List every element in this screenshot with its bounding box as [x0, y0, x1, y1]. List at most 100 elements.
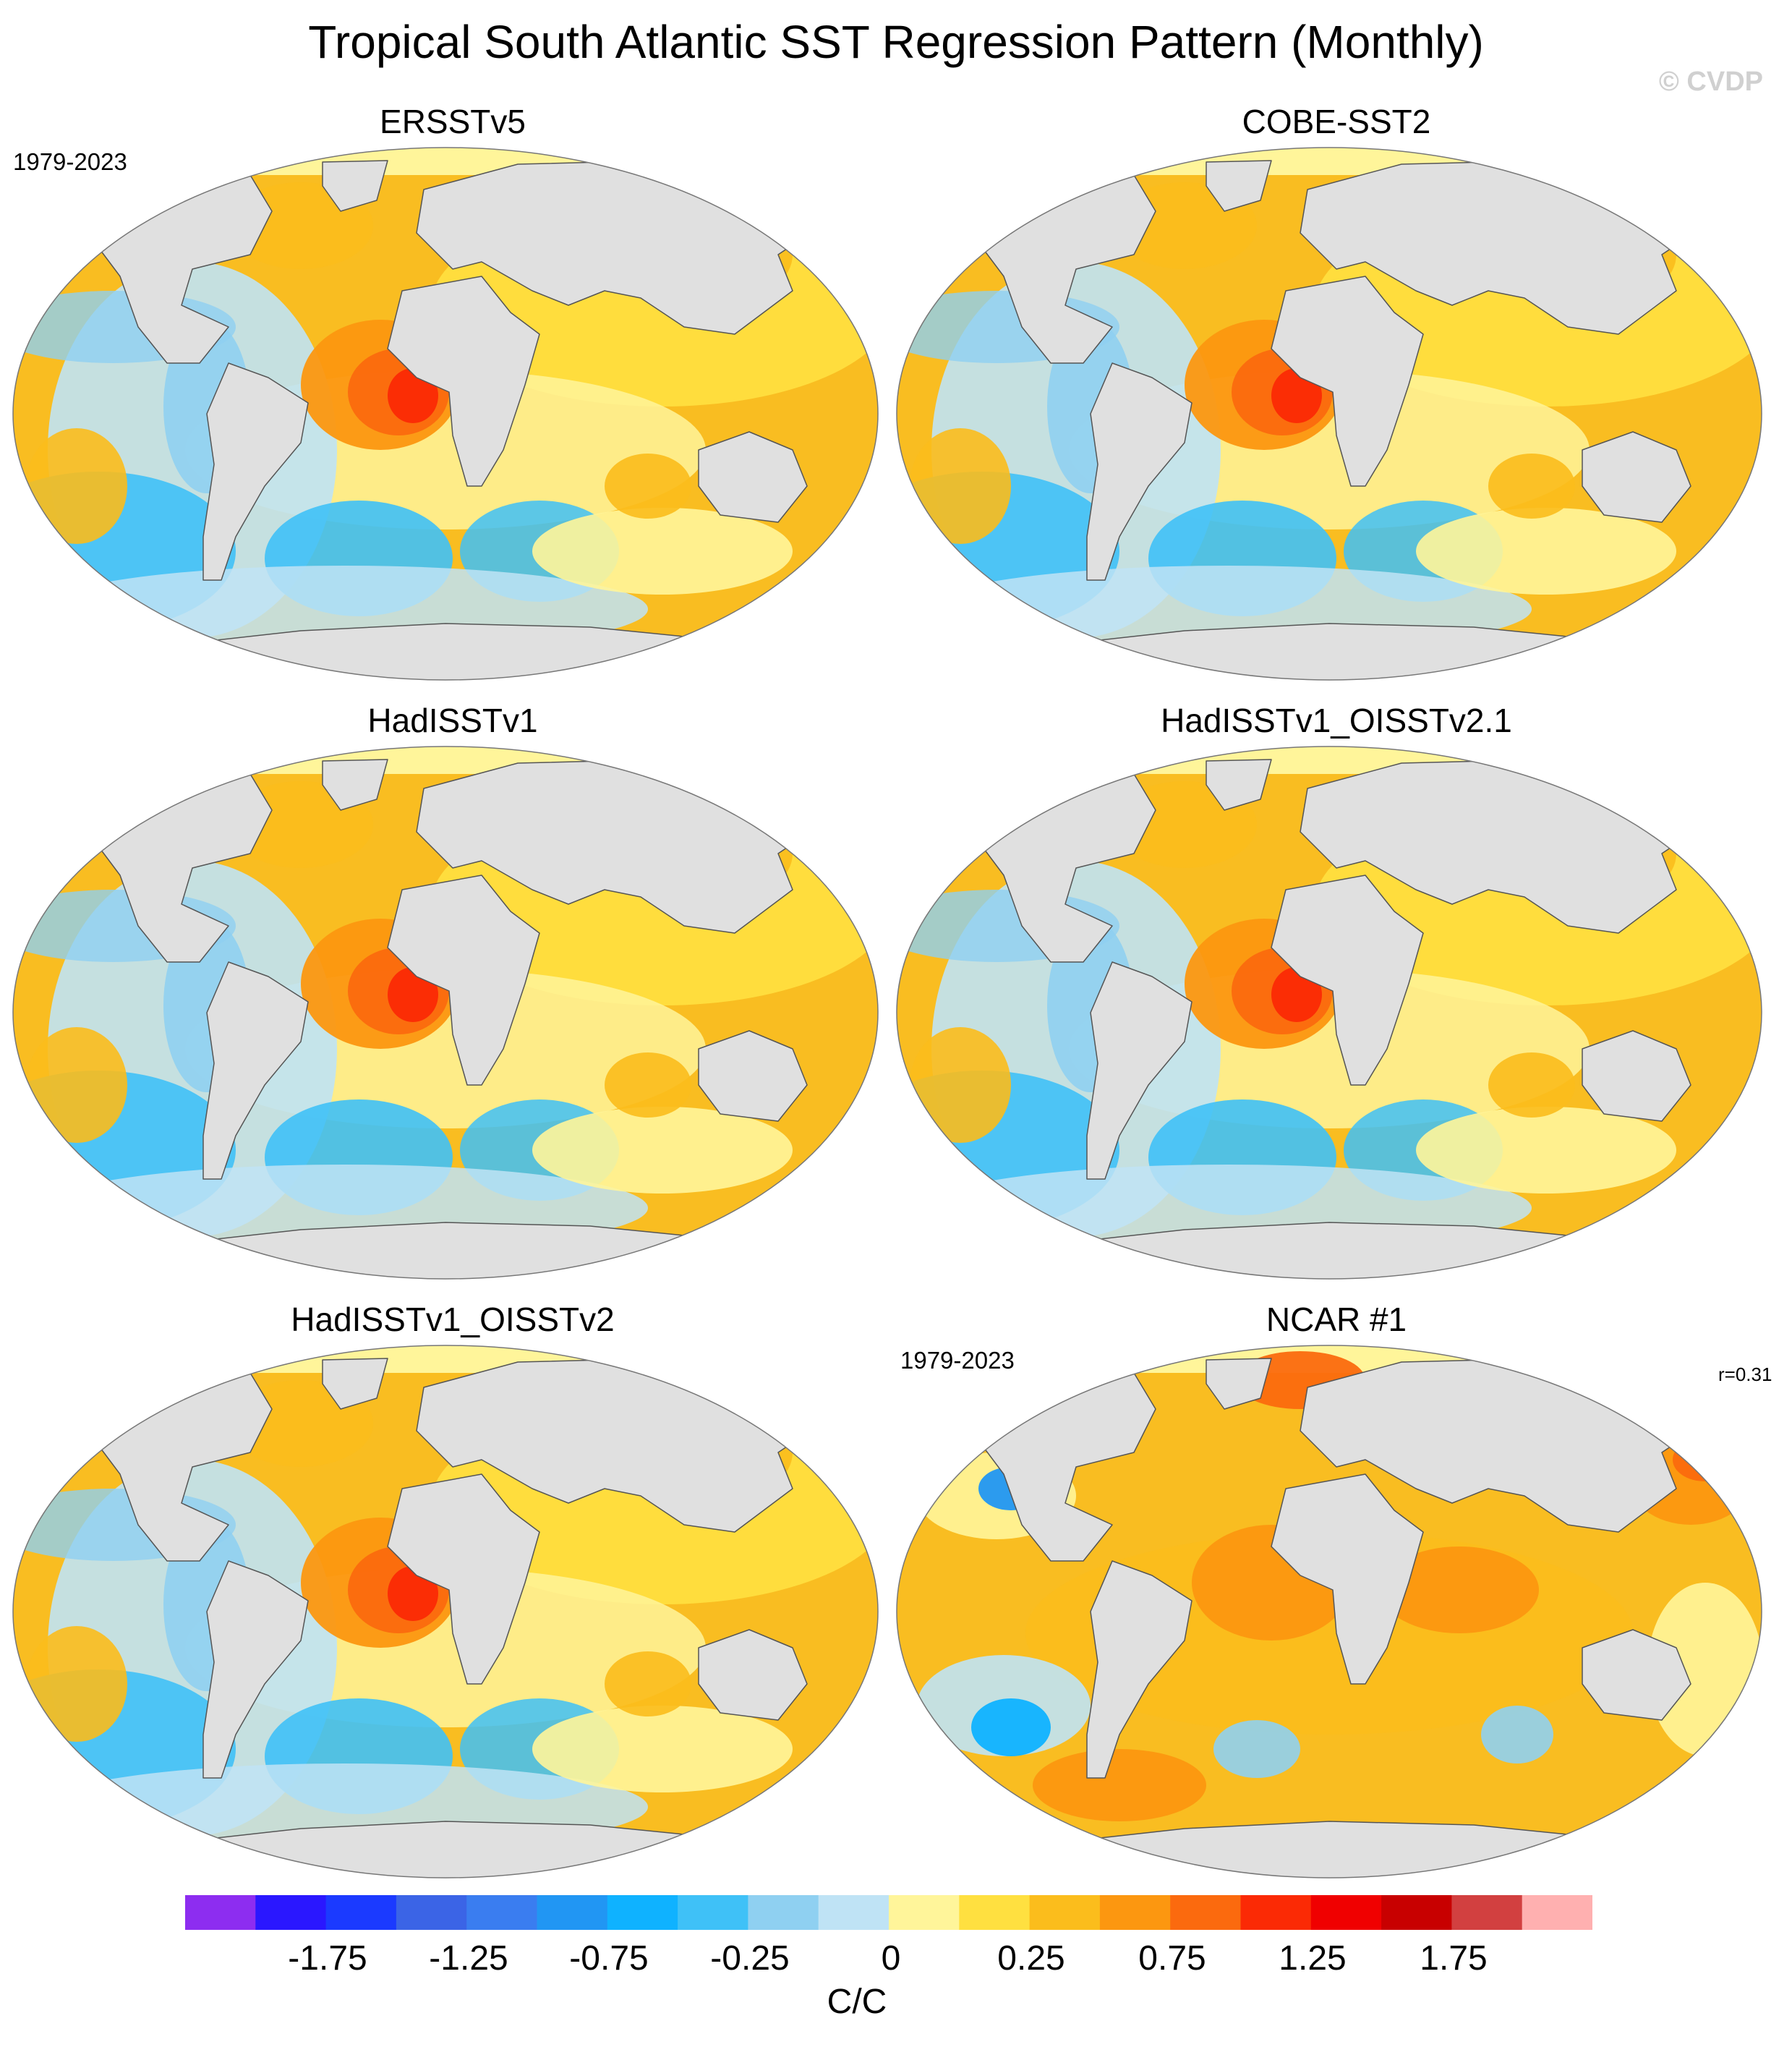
regression-anomaly: [1481, 1706, 1553, 1763]
panel-title: COBE-SST2: [1242, 103, 1431, 140]
map-border: [12, 1345, 879, 1879]
regression-anomaly: [605, 1052, 691, 1118]
regression-anomaly: [1698, 1400, 1756, 1432]
land-greenland: [1206, 759, 1272, 811]
arctic-band: [13, 746, 878, 774]
colorbar-swatch: [1099, 1895, 1171, 1930]
colorbar-swatch: [1381, 1895, 1452, 1930]
regression-anomaly: [26, 1626, 127, 1742]
land-australia: [698, 1030, 808, 1122]
land-south-america: [202, 961, 309, 1180]
regression-anomaly: [1416, 508, 1676, 595]
colorbar-tick-label: 0: [881, 1939, 901, 1978]
map-border: [12, 147, 879, 681]
land-africa: [387, 1473, 540, 1685]
land-africa: [1271, 1473, 1424, 1685]
regression-anomaly: [1380, 1546, 1539, 1633]
colorbar-swatch: [1310, 1895, 1382, 1930]
panel-title: HadISSTv1: [367, 702, 538, 739]
regression-anomaly: [26, 1027, 127, 1143]
colorbar-swatch: [959, 1895, 1031, 1930]
land-africa: [1271, 875, 1424, 1086]
land-greenland: [322, 1358, 388, 1410]
period-label-ncar-1: 1979-2023: [900, 1347, 1015, 1374]
regression-anomaly: [532, 1706, 793, 1792]
panel-title: NCAR #1: [1266, 1301, 1407, 1338]
arctic-band: [13, 1345, 878, 1373]
land-australia: [698, 1629, 808, 1721]
land-australia: [1582, 1629, 1691, 1721]
colorbar-swatch: [396, 1895, 467, 1930]
colorbar-tick-label: -0.25: [710, 1939, 790, 1978]
figure-title: Tropical South Atlantic SST Regression P…: [308, 16, 1484, 68]
colorbar-swatch: [1170, 1895, 1242, 1930]
panel-title: HadISSTv1_OISSTv2: [291, 1301, 615, 1338]
regression-anomaly: [1488, 1052, 1575, 1118]
map-panel-cobe-sst2: COBE-SST2: [895, 101, 1778, 687]
colorbar-tick-label: 1.25: [1279, 1939, 1347, 1978]
land-south-america: [202, 362, 309, 581]
colorbar-swatch: [185, 1895, 256, 1930]
regression-anomaly: [26, 428, 127, 544]
land-australia: [698, 431, 808, 523]
pattern-correlation-label: r=0.31: [1718, 1363, 1772, 1385]
regression-anomaly: [532, 508, 793, 595]
regression-anomaly: [910, 1027, 1011, 1143]
land-greenland: [322, 759, 388, 811]
panel-title: HadISSTv1_OISSTv2.1: [1161, 702, 1512, 739]
colorbar: [185, 1895, 1592, 1930]
colorbar-swatch: [748, 1895, 819, 1930]
land-south-america: [1086, 1560, 1192, 1779]
regression-anomaly: [532, 1107, 793, 1194]
arctic-band: [897, 148, 1762, 175]
world-map: [896, 1345, 1762, 1879]
colorbar-tick-label: -0.75: [569, 1939, 649, 1978]
colorbar-tick-label: 1.75: [1420, 1939, 1488, 1978]
land-africa: [387, 875, 540, 1086]
regression-anomaly: [1213, 1720, 1300, 1778]
colorbar-units: C/C: [827, 1983, 887, 2021]
colorbar-swatch: [1451, 1895, 1523, 1930]
map-border: [896, 1345, 1762, 1879]
regression-anomaly: [1488, 454, 1575, 519]
colorbar-tick-label: 0.75: [1138, 1939, 1206, 1978]
map-panel-hadisstv1: HadISSTv1: [12, 700, 894, 1286]
regression-anomaly: [1673, 1438, 1738, 1481]
panel-title: ERSSTv5: [380, 103, 526, 140]
map-panel-ersstv5: ERSSTv5: [12, 101, 894, 687]
map-panel-ncar-1: NCAR #1: [895, 1299, 1778, 1885]
land-australia: [1582, 1030, 1691, 1122]
regression-anomaly: [1033, 1749, 1206, 1821]
map-border: [896, 746, 1762, 1280]
period-label-ersstv5: 1979-2023: [13, 148, 127, 175]
colorbar-swatch: [537, 1895, 608, 1930]
regression-anomaly: [605, 454, 691, 519]
colorbar-swatch: [889, 1895, 960, 1930]
world-map: [896, 746, 1762, 1280]
land-greenland: [322, 160, 388, 212]
colorbar-swatch: [325, 1895, 397, 1930]
colorbar-swatch: [1522, 1895, 1592, 1930]
land-south-america: [1086, 961, 1192, 1180]
cvdp-watermark: © CVDP: [1658, 67, 1763, 97]
land-africa: [1271, 276, 1424, 487]
land-south-america: [202, 1560, 309, 1779]
regression-anomaly: [971, 1698, 1051, 1756]
map-panel-hadisstv1-oisstv2-1: HadISSTv1_OISSTv2.1: [895, 700, 1778, 1286]
arctic-band: [13, 148, 878, 175]
world-map: [12, 147, 879, 681]
land-australia: [1582, 431, 1691, 523]
world-map: [12, 746, 879, 1280]
map-border: [12, 746, 879, 1280]
colorbar-swatch: [678, 1895, 748, 1930]
colorbar-swatch: [466, 1895, 538, 1930]
regression-anomaly: [605, 1651, 691, 1716]
colorbar-tick-label: 0.25: [997, 1939, 1065, 1978]
colorbar-swatch: [1240, 1895, 1312, 1930]
land-greenland: [1206, 1358, 1272, 1410]
world-map: [896, 147, 1762, 681]
colorbar-swatch: [1029, 1895, 1101, 1930]
map-border: [896, 147, 1762, 681]
colorbar-tick-label: -1.25: [429, 1939, 508, 1978]
colorbar-swatch: [818, 1895, 889, 1930]
